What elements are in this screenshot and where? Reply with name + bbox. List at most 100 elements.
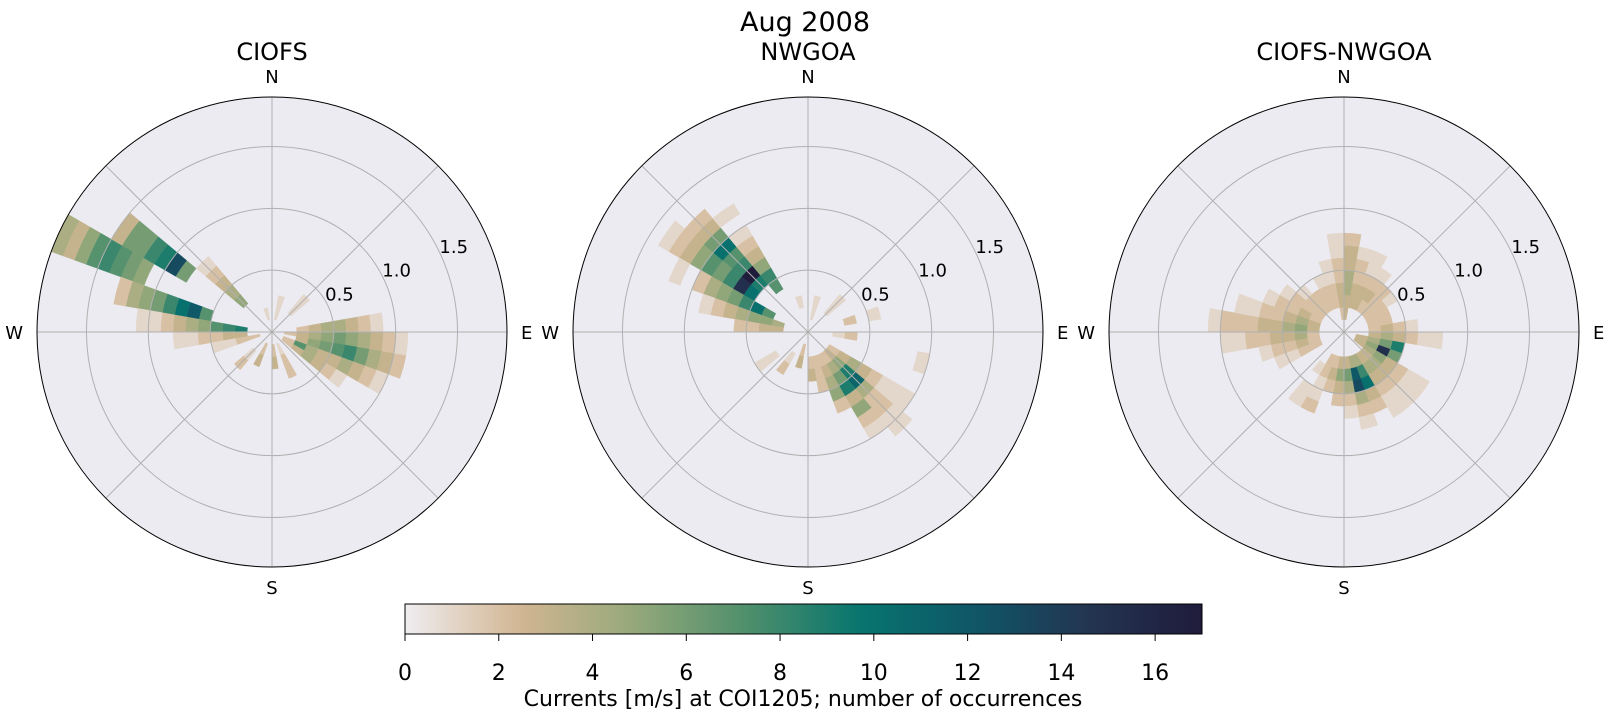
- histogram-cell: [381, 331, 396, 354]
- grid-spoke: [807, 165, 975, 333]
- grid-spoke: [1177, 331, 1345, 499]
- histogram-cell: [148, 310, 163, 333]
- histogram-cell: [357, 331, 372, 350]
- histogram-cell: [1343, 232, 1362, 247]
- histogram-cell: [113, 276, 133, 307]
- polar-frame: [1108, 96, 1580, 568]
- direction-label-e: E: [1057, 323, 1068, 344]
- colorbar-label: Currents [m/s] at COI1205; number of occ…: [524, 687, 1083, 712]
- colorbar-tick-label: 16: [1141, 661, 1169, 686]
- histogram-cell: [1378, 314, 1393, 326]
- histogram-cell: [1232, 331, 1247, 352]
- histogram-cell: [172, 331, 187, 350]
- histogram-cell: [1311, 288, 1326, 304]
- histogram-cell: [1404, 331, 1419, 346]
- histogram-cell: [185, 331, 200, 348]
- histogram-cell: [185, 316, 200, 333]
- radial-tick-label: 0.5: [861, 284, 890, 305]
- histogram-cell: [698, 293, 716, 315]
- histogram-cell: [1244, 314, 1259, 333]
- histogram-cell: [197, 318, 212, 333]
- colorbar-tick-label: 12: [954, 661, 982, 686]
- histogram-cell: [160, 312, 175, 333]
- polar-frame: [36, 96, 508, 568]
- colorbar-gradient: [404, 603, 1203, 635]
- radial-tick-label: 1.5: [439, 237, 468, 258]
- histogram-cell: [733, 318, 748, 333]
- histogram-cell: [1244, 331, 1259, 350]
- histogram-cell: [253, 353, 264, 368]
- direction-label-w: W: [1077, 323, 1095, 344]
- grid-spoke: [641, 331, 809, 499]
- histogram-cell: [172, 314, 187, 333]
- histogram-cell: [263, 307, 271, 321]
- histogram-cell: [1220, 310, 1235, 333]
- polar-grid: [573, 97, 1043, 567]
- direction-label-s: S: [266, 578, 277, 599]
- histogram-cell: [1429, 331, 1444, 350]
- histogram-cell: [332, 318, 347, 333]
- histogram-cell: [712, 203, 741, 228]
- histogram-cell: [1369, 396, 1388, 414]
- radial-tick-label: 0.5: [1397, 284, 1426, 305]
- radial-tick-label: 1.0: [1454, 261, 1483, 282]
- histogram-cell: [357, 314, 372, 333]
- histogram-cell: [1257, 316, 1272, 333]
- colorbar-tick-label: 4: [586, 661, 600, 686]
- panel-title: NWGOA: [760, 38, 856, 66]
- panel-title: CIOFS-NWGOA: [1256, 38, 1432, 66]
- grid-spoke: [641, 165, 809, 333]
- histogram-cell: [1234, 293, 1252, 315]
- polar-grid: [37, 97, 507, 567]
- direction-label-w: W: [541, 323, 559, 344]
- histogram-cell: [1257, 331, 1272, 348]
- direction-label-n: N: [801, 67, 814, 88]
- panel-title: CIOFS: [236, 38, 307, 66]
- histogram-cell: [344, 331, 359, 348]
- grid-spoke: [807, 331, 975, 499]
- grid-spoke: [1177, 165, 1345, 333]
- histogram-cell: [842, 314, 857, 326]
- colorbar-tick-label: 8: [773, 661, 787, 686]
- histogram-cell: [328, 368, 348, 388]
- direction-label-n: N: [265, 67, 278, 88]
- colorbar-tick-label: 14: [1047, 661, 1075, 686]
- radial-tick-label: 0.5: [325, 284, 354, 305]
- histogram-cells: [1207, 232, 1444, 430]
- histogram-cell: [1232, 312, 1247, 333]
- histogram-cell: [775, 360, 790, 376]
- histogram-cell: [1416, 331, 1431, 348]
- histogram-cell: [276, 295, 285, 309]
- histogram-cell: [1328, 245, 1345, 260]
- histogram-cell: [1326, 232, 1345, 247]
- grid-spoke: [1343, 165, 1511, 333]
- polar-panel-ciofs-nwgoa: CIOFS-NWGOA N E S W 0.5 1.0 1.5: [1077, 38, 1604, 599]
- colorbar-tick-label: 2: [492, 661, 506, 686]
- polar-frame: [572, 96, 1044, 568]
- histogram-cell: [668, 257, 691, 286]
- histogram-cell: [1288, 388, 1308, 408]
- radial-tick-label: 1.0: [382, 261, 411, 282]
- grid-spoke: [105, 331, 273, 499]
- histogram-cell: [1220, 331, 1235, 354]
- colorbar-tick-label: 10: [860, 661, 888, 686]
- histogram-cell: [1343, 404, 1360, 419]
- histogram-cell: [1404, 318, 1419, 333]
- colorbar-ticks: 0 2 4 6 8 10 12 14 16: [398, 634, 1169, 686]
- colorbar-tick-label: 6: [679, 661, 693, 686]
- polar-panel-nwgoa: NWGOA N E S W 0.5 1.0 1.5: [541, 38, 1068, 599]
- polar-panel-ciofs: CIOFS N E S W 0.5 1.0 1.5: [5, 38, 532, 599]
- grid-spoke: [105, 165, 273, 333]
- direction-label-s: S: [802, 578, 813, 599]
- direction-label-e: E: [1593, 323, 1604, 344]
- direction-label-s: S: [1338, 578, 1349, 599]
- figure-title: Aug 2008: [740, 7, 870, 38]
- histogram-cells: [50, 212, 409, 395]
- histogram-cell: [1343, 392, 1358, 407]
- histogram-cell: [812, 295, 821, 309]
- histogram-cell: [1311, 360, 1326, 376]
- polar-grid: [1109, 97, 1579, 567]
- histogram-cell: [1330, 392, 1345, 407]
- colorbar: 0 2 4 6 8 10 12 14 16 Currents [m/s] at COI1205;…: [398, 603, 1203, 712]
